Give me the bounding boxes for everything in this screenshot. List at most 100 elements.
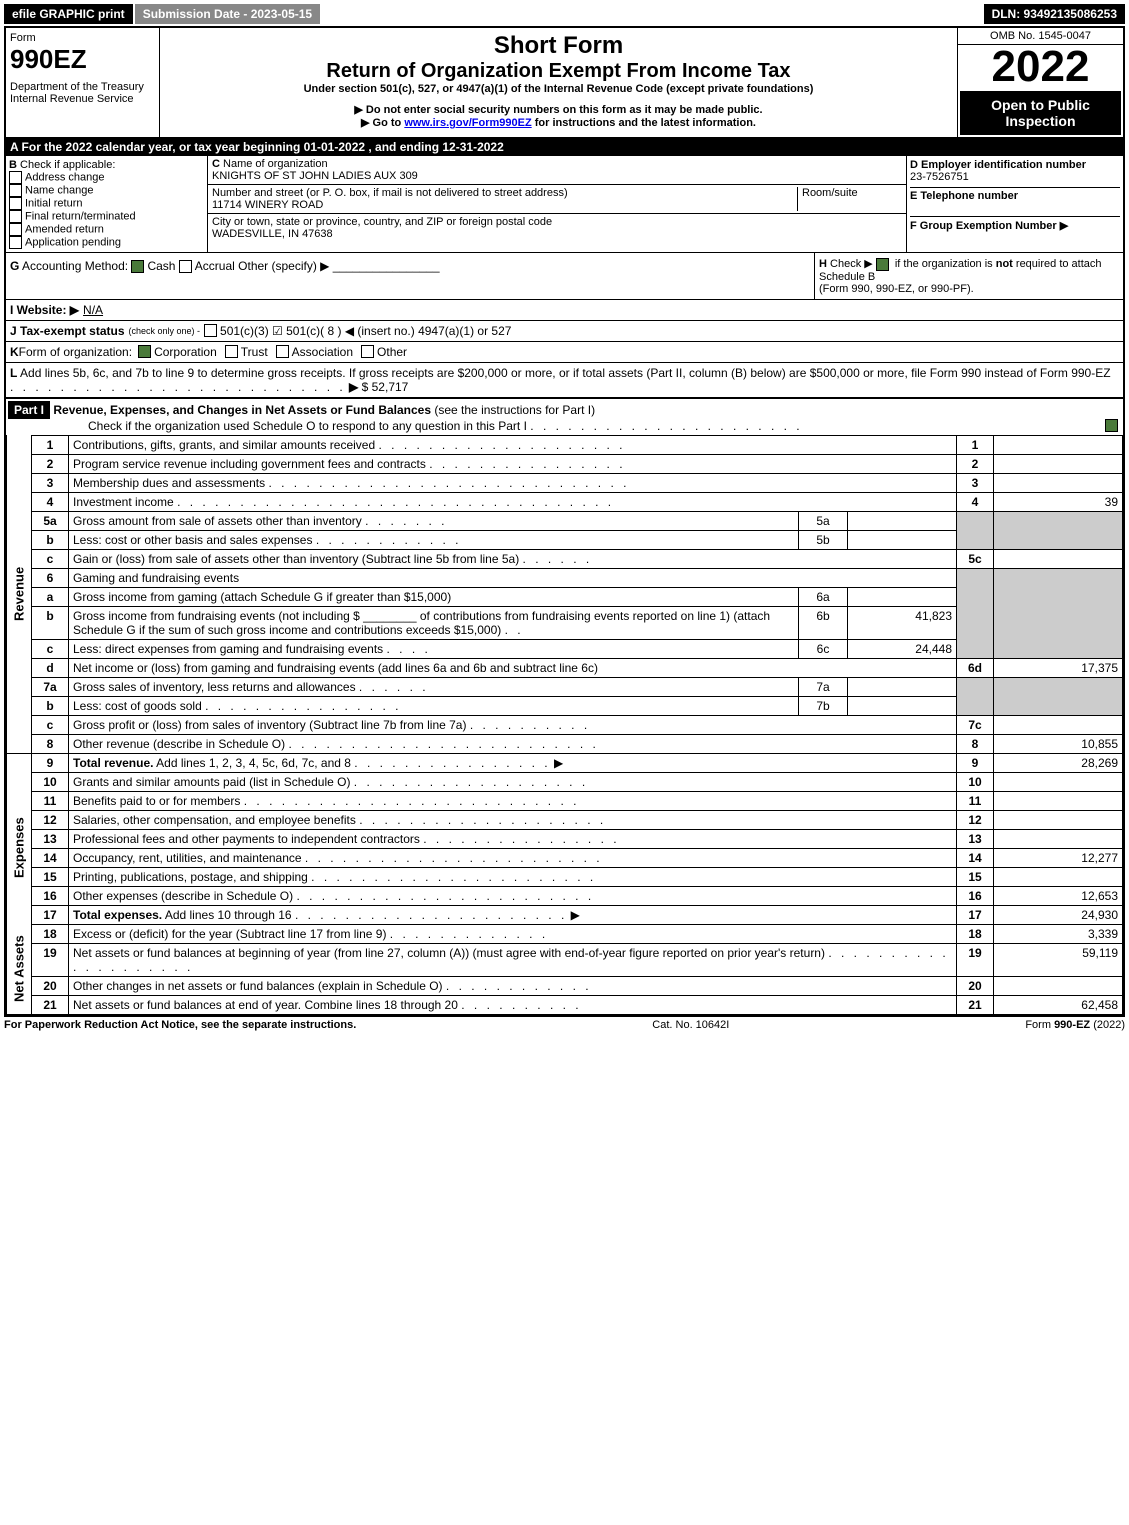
- line-text: Gain or (loss) from sale of assets other…: [73, 552, 519, 566]
- line-num: 10: [32, 772, 69, 791]
- line-text: Net assets or fund balances at end of ye…: [73, 998, 458, 1012]
- open-to-public: Open to Public Inspection: [960, 91, 1121, 135]
- checkbox-schedule-o[interactable]: [1105, 419, 1118, 432]
- line-amt: 24,930: [994, 905, 1123, 924]
- group-exemption-label: F Group Exemption Number ▶: [910, 216, 1120, 232]
- line-num: 13: [32, 829, 69, 848]
- h-after: if the organization is: [895, 258, 996, 270]
- line-num: 20: [32, 976, 69, 995]
- street-value: 11714 WINERY ROAD: [212, 199, 323, 211]
- part1-header-row: Part I Revenue, Expenses, and Changes in…: [6, 398, 1123, 435]
- line-text2: Add lines 10 through 16: [162, 908, 291, 922]
- line-ref: 9: [957, 753, 994, 772]
- opt-name-change: Name change: [25, 184, 94, 196]
- line-amt: [994, 976, 1123, 995]
- line-num: c: [32, 549, 69, 568]
- org-name-row: C Name of organization KNIGHTS OF ST JOH…: [208, 156, 906, 185]
- checkbox-trust[interactable]: [225, 345, 238, 358]
- opt-other-specify: Other (specify) ▶: [238, 259, 329, 273]
- line-num: b: [32, 530, 69, 549]
- dln-badge: DLN: 93492135086253: [984, 4, 1125, 24]
- line-text: Net assets or fund balances at beginning…: [73, 946, 825, 960]
- checkbox-schedule-b[interactable]: [876, 258, 889, 271]
- sub-amt: [848, 511, 957, 530]
- line-ref: 15: [957, 867, 994, 886]
- row-i: I Website: ▶ N/A: [6, 300, 1123, 321]
- line-ref: 4: [957, 492, 994, 511]
- checkbox-association[interactable]: [276, 345, 289, 358]
- dept-treasury: Department of the Treasury: [10, 81, 155, 93]
- line-num: 2: [32, 454, 69, 473]
- line-amt: 17,375: [994, 658, 1123, 677]
- street-label: Number and street (or P. O. box, if mail…: [212, 187, 568, 199]
- opt-initial-return: Initial return: [25, 197, 82, 209]
- line-ref: 7c: [957, 715, 994, 734]
- c-label: C: [212, 158, 220, 170]
- line-amt: [994, 772, 1123, 791]
- line-ref: 10: [957, 772, 994, 791]
- form-frame: Form 990EZ Department of the Treasury In…: [4, 26, 1125, 1017]
- checkbox-application-pending[interactable]: [9, 236, 22, 249]
- row-j: J Tax-exempt status (check only one) - 5…: [6, 321, 1123, 342]
- line-amt: [994, 715, 1123, 734]
- line-num: 7a: [32, 677, 69, 696]
- part1-check-note: Check if the organization used Schedule …: [88, 419, 527, 433]
- section-netassets-label: Net Assets: [7, 924, 32, 1014]
- line-ref: 2: [957, 454, 994, 473]
- checkbox-initial-return[interactable]: [9, 197, 22, 210]
- line-text: Program service revenue including govern…: [73, 457, 426, 471]
- g-label: G: [10, 259, 19, 273]
- row-k: K Form of organization: Corporation Trus…: [6, 342, 1123, 363]
- opt-assoc: Association: [292, 345, 353, 359]
- header-middle: Short Form Return of Organization Exempt…: [160, 28, 957, 137]
- sub-ref: 6a: [799, 587, 848, 606]
- footer-right: Form 990-EZ (2022): [1025, 1019, 1125, 1031]
- checkbox-accrual[interactable]: [179, 260, 192, 273]
- j-small: (check only one) -: [129, 326, 201, 336]
- irs-link[interactable]: www.irs.gov/Form990EZ: [404, 117, 531, 129]
- l-label: L: [10, 366, 17, 380]
- title-short-form: Short Form: [164, 32, 953, 60]
- line-text: Less: cost or other basis and sales expe…: [73, 533, 312, 547]
- checkbox-cash[interactable]: [131, 260, 144, 273]
- top-bar: efile GRAPHIC print Submission Date - 20…: [4, 4, 1125, 24]
- phone-label: E Telephone number: [910, 187, 1120, 202]
- opt-accrual: Accrual: [195, 259, 235, 273]
- row-l: L Add lines 5b, 6c, and 7b to line 9 to …: [6, 363, 1123, 398]
- checkbox-address-change[interactable]: [9, 171, 22, 184]
- footer-right-post: (2022): [1090, 1019, 1125, 1031]
- city-row: City or town, state or province, country…: [208, 214, 906, 242]
- row-g: G Accounting Method: Cash Accrual Other …: [6, 253, 814, 299]
- name-of-org-label: Name of organization: [223, 158, 328, 170]
- line-text: Professional fees and other payments to …: [73, 832, 420, 846]
- checkbox-corporation[interactable]: [138, 345, 151, 358]
- line-text: Net income or (loss) from gaming and fun…: [69, 658, 957, 677]
- line-num: 18: [32, 924, 69, 943]
- checkbox-amended-return[interactable]: [9, 223, 22, 236]
- line-amt: 10,855: [994, 734, 1123, 753]
- info-grid: B Check if applicable: Address change Na…: [6, 156, 1123, 253]
- checkbox-final-return[interactable]: [9, 210, 22, 223]
- line-amt: [994, 549, 1123, 568]
- line-text: Less: direct expenses from gaming and fu…: [73, 642, 383, 656]
- line-num: 21: [32, 995, 69, 1014]
- line-num: 6: [32, 568, 69, 587]
- sub-ref: 7b: [799, 696, 848, 715]
- line-num: b: [32, 696, 69, 715]
- opt-trust: Trust: [241, 345, 268, 359]
- line-num: 3: [32, 473, 69, 492]
- room-label: Room/suite: [802, 187, 858, 199]
- l-dots: . . . . . . . . . . . . . . . . . . . . …: [10, 380, 346, 394]
- sub-ref: 6b: [799, 606, 848, 639]
- checkbox-501c3[interactable]: [204, 324, 217, 337]
- opt-cash: Cash: [147, 259, 175, 273]
- checkbox-other-org[interactable]: [361, 345, 374, 358]
- h-after3: (Form 990, 990-EZ, or 990-PF).: [819, 283, 974, 295]
- tax-year: 2022: [958, 45, 1123, 89]
- line-text: Grants and similar amounts paid (list in…: [73, 775, 350, 789]
- checkbox-name-change[interactable]: [9, 184, 22, 197]
- line-num: 1: [32, 435, 69, 454]
- line-num: 12: [32, 810, 69, 829]
- sub-amt: [848, 696, 957, 715]
- footer: For Paperwork Reduction Act Notice, see …: [4, 1017, 1125, 1031]
